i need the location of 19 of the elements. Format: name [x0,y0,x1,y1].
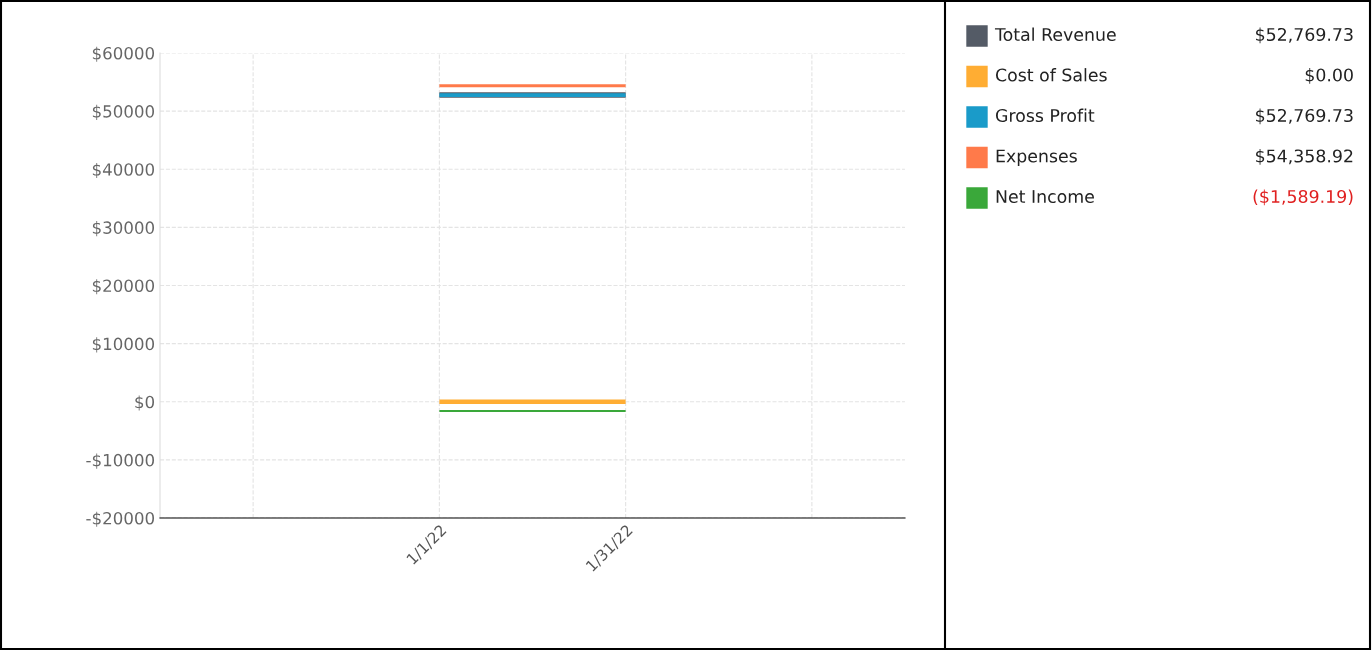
text: $54,358.92 [1256,149,1353,165]
y-tick-label: $20000 [92,279,155,295]
text: ($1,589.19) [1253,189,1353,206]
y-tick-label: $40000 [92,162,155,179]
legend-label: Cost of Sales [995,68,1107,82]
y-tick-label: $0 [135,395,155,411]
y-tick-label: $10000 [92,337,155,353]
text: $52,769.73 [1256,27,1353,44]
legend-label: Expenses [996,149,1077,166]
y-tick-label: $50000 [92,104,155,120]
y-tick-label: -$20000 [86,511,155,527]
legend-label: Net Income [996,190,1094,204]
text: $0.00 [1305,68,1353,84]
y-tick-label: $30000 [92,221,155,237]
legend-label: Gross Profit [995,108,1095,123]
legend-label: Total Revenue [994,27,1116,42]
y-tick-label: $60000 [92,46,155,62]
text: $52,769.73 [1256,108,1353,125]
y-tick-label: -$10000 [86,453,155,469]
